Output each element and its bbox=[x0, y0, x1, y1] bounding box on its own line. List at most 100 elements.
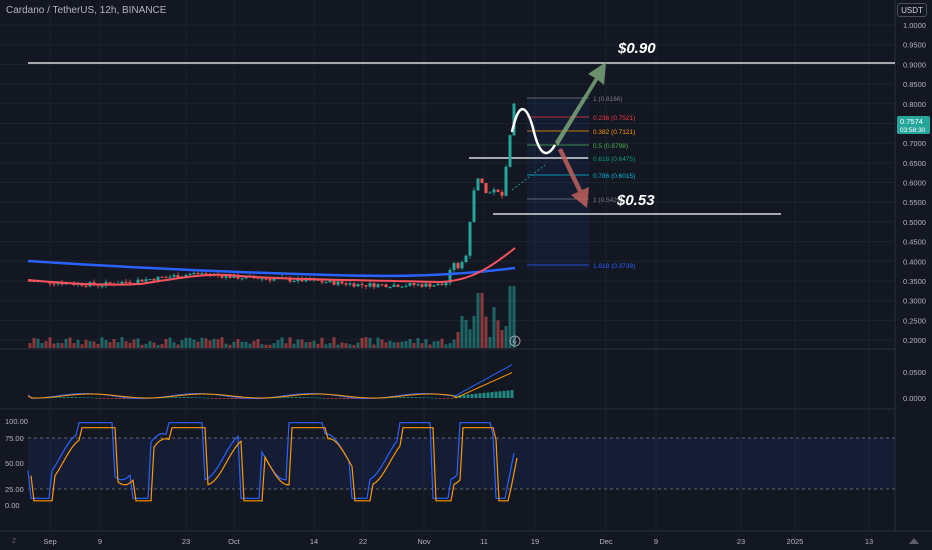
fib-level-label: 0.236 (0.7521) bbox=[593, 115, 635, 122]
macd-histogram-bar bbox=[298, 397, 302, 398]
macd-histogram-bar bbox=[126, 398, 130, 399]
scale-toggle[interactable]: Z bbox=[12, 538, 17, 545]
volume-bar bbox=[124, 341, 128, 348]
macd-histogram-bar bbox=[122, 398, 126, 399]
macd-histogram-bar bbox=[454, 395, 458, 398]
macd-histogram-bar bbox=[402, 397, 406, 398]
candle-body bbox=[188, 274, 192, 276]
macd-histogram-bar bbox=[162, 397, 166, 399]
candle-body bbox=[324, 282, 328, 284]
macd-histogram-bar bbox=[434, 397, 438, 399]
macd-histogram-bar bbox=[346, 398, 350, 399]
macd-histogram-bar bbox=[410, 397, 414, 398]
macd-histogram-bar bbox=[114, 398, 118, 399]
time-tick: 2025 bbox=[787, 537, 804, 546]
volume-bar bbox=[240, 341, 244, 348]
price-tick: 0.7000 bbox=[903, 139, 926, 148]
price-tick: 1.0000 bbox=[903, 21, 926, 30]
price-tick: 0.3000 bbox=[903, 297, 926, 306]
settings-icon[interactable] bbox=[909, 538, 919, 544]
candle-body bbox=[388, 286, 392, 288]
volume-bar bbox=[388, 340, 392, 348]
volume-bar bbox=[56, 342, 60, 348]
candle-body bbox=[428, 283, 432, 287]
candle-body bbox=[240, 278, 244, 280]
macd-line bbox=[27, 364, 513, 399]
price-tick: 0.2000 bbox=[903, 336, 926, 345]
volume-bar bbox=[464, 319, 468, 348]
price-tick: 0.9000 bbox=[903, 60, 926, 69]
macd-histogram-bar bbox=[390, 397, 394, 399]
lightning-icon[interactable] bbox=[509, 335, 521, 347]
candle-body bbox=[192, 273, 196, 275]
time-tick: Nov bbox=[417, 537, 431, 546]
price-tick: 0.2500 bbox=[903, 316, 926, 325]
time-tick: Sep bbox=[43, 537, 56, 546]
volume-bar bbox=[316, 343, 320, 348]
macd-histogram-bar bbox=[46, 397, 50, 399]
macd-histogram-bar bbox=[494, 391, 498, 398]
stoch-axis: 100.00 75.00 50.00 25.00 0.00 bbox=[5, 417, 28, 510]
macd-histogram-bar bbox=[202, 397, 206, 399]
macd-indicator bbox=[27, 364, 514, 399]
time-axis[interactable]: Sep 9 23 Oct 14 22 Nov 11 19 Dec 9 23 2025 13 bbox=[43, 537, 873, 546]
candle-body bbox=[32, 281, 36, 283]
macd-histogram-bar bbox=[386, 397, 390, 399]
volume-bar bbox=[256, 339, 260, 348]
candle-body bbox=[136, 279, 140, 284]
time-tick: 23 bbox=[182, 537, 190, 546]
macd-histogram-bar bbox=[394, 397, 398, 398]
volume-bar bbox=[480, 293, 484, 348]
macd-histogram-bar bbox=[118, 398, 122, 399]
macd-axis: 0.0500 0.0000 bbox=[903, 368, 926, 403]
volume-bar bbox=[288, 337, 292, 348]
volume-bar bbox=[252, 340, 256, 348]
candle-body bbox=[456, 263, 460, 269]
macd-histogram-bar bbox=[58, 397, 62, 398]
volume-bar bbox=[96, 343, 100, 348]
candle-body bbox=[376, 284, 380, 288]
macd-histogram-bar bbox=[458, 395, 462, 398]
grid-lines bbox=[0, 0, 895, 531]
macd-histogram-bar bbox=[198, 397, 202, 399]
candle-body bbox=[160, 276, 164, 278]
volume-bar bbox=[452, 339, 456, 348]
candle-body bbox=[472, 190, 476, 222]
candle-body bbox=[220, 275, 224, 278]
candle-body bbox=[224, 275, 228, 278]
macd-histogram-bar bbox=[230, 398, 234, 399]
volume-bar bbox=[40, 343, 44, 348]
volume-bar bbox=[192, 339, 196, 348]
volume-bar bbox=[416, 338, 420, 348]
volume-bar bbox=[312, 340, 316, 348]
macd-histogram-bar bbox=[182, 397, 186, 398]
volume-bar bbox=[504, 326, 508, 348]
candle-body bbox=[460, 262, 464, 269]
macd-histogram-bar bbox=[418, 397, 422, 398]
candle-body bbox=[176, 275, 180, 278]
candle-body bbox=[384, 284, 388, 288]
macd-histogram-bar bbox=[290, 397, 294, 398]
macd-histogram-bar bbox=[482, 392, 486, 398]
volume-bar bbox=[172, 342, 176, 348]
volume-bar bbox=[120, 337, 124, 348]
macd-histogram-bar bbox=[350, 398, 354, 399]
price-axis[interactable]: 1.00000.95000.90000.85000.80000.75000.70… bbox=[903, 21, 926, 345]
currency-button[interactable]: USDT bbox=[897, 3, 927, 17]
macd-histogram-bar bbox=[102, 398, 106, 399]
volume-bar bbox=[216, 339, 220, 348]
fibonacci-retracement[interactable]: 1 (0.8166) 0.236 (0.7521) 0.382 (0.7121) 0.… bbox=[527, 96, 635, 270]
volume-bar bbox=[440, 338, 444, 348]
volume-bar bbox=[176, 344, 180, 348]
candle-body bbox=[364, 285, 368, 287]
candle-body bbox=[120, 281, 124, 284]
macd-histogram-bar bbox=[510, 390, 514, 398]
macd-histogram-bar bbox=[274, 397, 278, 399]
candle-body bbox=[500, 191, 504, 196]
macd-histogram-bar bbox=[238, 398, 242, 399]
fib-level-label: 1 (0.8166) bbox=[593, 96, 623, 103]
volume-bar bbox=[100, 337, 104, 348]
time-tick: 11 bbox=[480, 537, 488, 546]
time-tick: 23 bbox=[737, 537, 745, 546]
